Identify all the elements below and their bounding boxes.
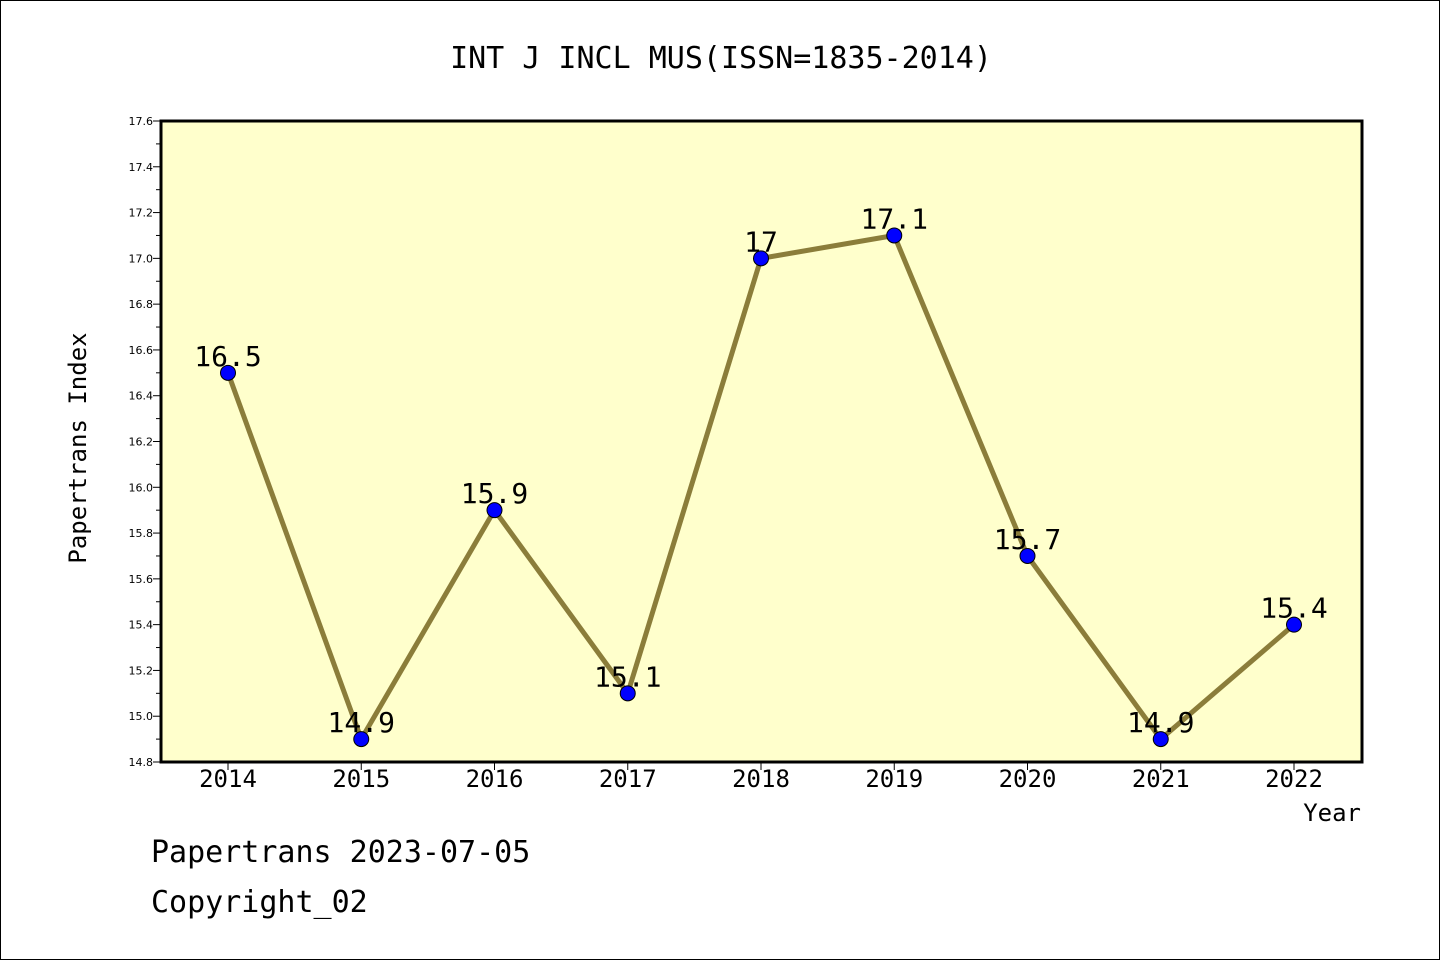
y-tick-label: 16.0	[129, 481, 154, 494]
x-tick-label: 2018	[732, 765, 790, 793]
data-label: 16.5	[194, 340, 261, 373]
plot-area	[159, 119, 1364, 764]
footer-date: Papertrans 2023-07-05	[151, 835, 531, 870]
y-tick-label: 16.8	[129, 298, 154, 311]
x-tick-label: 2022	[1265, 765, 1323, 793]
data-point	[1286, 616, 1302, 633]
data-point	[220, 364, 236, 381]
x-tick-label: 2020	[999, 765, 1057, 793]
data-label: 14.9	[1127, 706, 1194, 739]
chart-title: INT J INCL MUS(ISSN=1835-2014)	[450, 41, 992, 76]
y-axis-label: Papertrans Index	[64, 332, 92, 563]
data-point	[1019, 547, 1036, 564]
x-axis: 2014 2015 2016 2017 2018 2019 2020 2021 2022	[199, 762, 1323, 793]
y-tick-label: 15.4	[129, 619, 154, 632]
data-point	[353, 731, 370, 748]
data-label: 14.9	[328, 706, 395, 739]
data-label: 15.4	[1260, 592, 1327, 625]
y-tick-label: 14.8	[129, 756, 154, 769]
data-label: 15.9	[461, 477, 528, 510]
footer-copyright: Copyright_02	[151, 885, 368, 920]
x-tick-label: 2015	[332, 765, 390, 793]
y-tick-label: 15.2	[129, 664, 154, 677]
y-tick-label: 17.6	[129, 115, 154, 128]
y-tick-label: 15.6	[129, 573, 154, 586]
series-line: 16.5 14.9 15.9 15.1 17 17.1 15.7 14.9 15.4	[194, 202, 1328, 748]
x-tick-label: 2021	[1132, 765, 1190, 793]
y-tick-label: 17.4	[129, 161, 154, 174]
y-tick-label: 16.6	[129, 344, 154, 357]
data-point	[753, 250, 769, 267]
data-point	[619, 685, 636, 702]
x-tick-label: 2019	[865, 765, 923, 793]
x-axis-label: Year	[1303, 799, 1361, 827]
x-tick-label: 2014	[199, 765, 257, 793]
data-label: 15.7	[994, 523, 1061, 556]
y-tick-label: 15.8	[129, 527, 154, 540]
y-axis: 14.8 15.0 15.2 15.4 15.6 15.8 16.0 16.2 16.4 16.6…	[129, 115, 161, 769]
data-point	[1152, 731, 1169, 748]
x-tick-label: 2016	[466, 765, 524, 793]
x-tick-label: 2017	[599, 765, 657, 793]
data-point	[886, 227, 903, 244]
y-tick-label: 16.4	[129, 390, 154, 403]
data-label: 17.1	[861, 202, 928, 235]
y-tick-label: 16.2	[129, 436, 154, 449]
data-point	[486, 502, 503, 519]
y-tick-label: 17.0	[129, 252, 154, 265]
data-label: 15.1	[594, 660, 661, 693]
y-tick-label: 17.2	[129, 207, 154, 220]
y-tick-label: 15.0	[129, 710, 154, 723]
data-label: 17	[744, 225, 778, 258]
